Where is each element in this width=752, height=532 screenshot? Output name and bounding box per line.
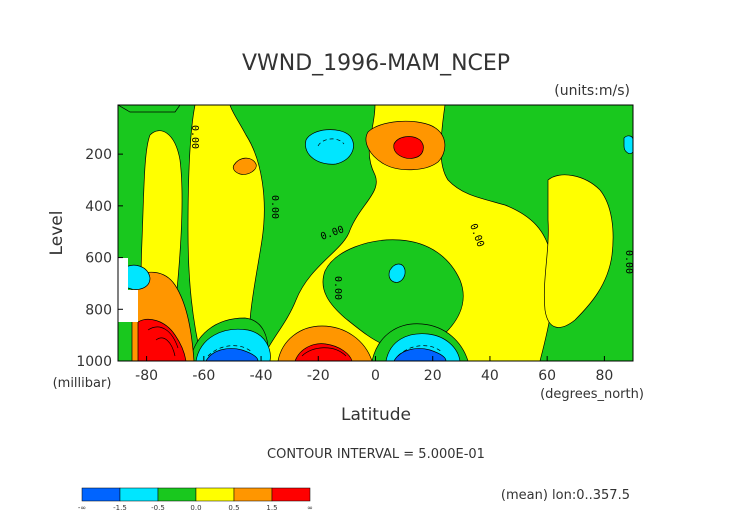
x-axis-units: (degrees_north) xyxy=(540,387,644,402)
plot-area xyxy=(118,105,633,361)
colorbar-swatch xyxy=(233,487,273,502)
units-label: (units:m/s) xyxy=(554,83,630,99)
colorbar-label: -0.5 xyxy=(151,504,165,512)
y-tick-label: 1000 xyxy=(76,354,112,370)
colorbar-label: -1.5 xyxy=(113,504,127,512)
red-region-top xyxy=(393,136,424,159)
x-tick-label: 20 xyxy=(424,368,442,384)
colorbar-swatch xyxy=(119,487,159,502)
colorbar-label: ∞ xyxy=(307,504,313,512)
cyan-region-mid xyxy=(388,263,406,283)
contour-label: 0.00 xyxy=(269,195,280,219)
y-axis: 200 400 600 800 1000 xyxy=(76,147,123,370)
y-tick-label: 200 xyxy=(85,147,112,163)
dashed-contour-2 xyxy=(207,345,253,357)
dashed-contour-1 xyxy=(317,138,345,147)
orange-region-small xyxy=(232,157,257,175)
colorbar-label: -∞ xyxy=(78,504,86,512)
footnote: (mean) lon:0..357.5 xyxy=(501,488,630,503)
x-tick-label: -80 xyxy=(135,368,158,384)
y-tick-label: 400 xyxy=(85,199,112,215)
colorbar-label: 0.5 xyxy=(228,504,239,512)
contour-label: 0.00 xyxy=(332,276,343,300)
x-tick-label: 40 xyxy=(481,368,499,384)
x-tick-label: 60 xyxy=(538,368,556,384)
cyan-region-top xyxy=(305,129,354,165)
chart-title: VWND_1996-MAM_NCEP xyxy=(242,51,510,76)
y-axis-label: Level xyxy=(47,211,67,256)
yellow-island-east xyxy=(544,174,614,328)
colorbar-swatch xyxy=(81,487,121,502)
red-region-southwest xyxy=(137,319,187,361)
contour-label: 0.00 xyxy=(189,125,200,149)
masked-region xyxy=(118,258,138,322)
green-region-central xyxy=(229,105,377,361)
solid-contour-3 xyxy=(301,347,347,357)
colorbar-label: 1.5 xyxy=(266,504,277,512)
red-region-bottom-center xyxy=(294,343,353,361)
colorbar-swatch xyxy=(271,487,311,502)
cyan-region-east-edge xyxy=(623,135,633,154)
contour-label: 0.00 xyxy=(623,250,634,274)
x-tick-label: 0 xyxy=(371,368,380,384)
solid-contour-1 xyxy=(147,326,179,349)
x-axis: -80 -60 -40 -20 0 20 40 60 80 xyxy=(135,356,613,384)
colorbar-swatch xyxy=(195,487,235,502)
solid-contour-2 xyxy=(155,337,176,357)
contour-interval: CONTOUR INTERVAL = 5.000E-01 xyxy=(267,447,485,462)
blue-region-bottom-left xyxy=(205,348,259,361)
colorbar: -∞ -1.5 -0.5 0.0 0.5 1.5 ∞ xyxy=(78,487,313,512)
dashed-contour-3 xyxy=(397,345,443,357)
y-axis-units: (millibar) xyxy=(53,376,112,391)
colorbar-swatch xyxy=(157,487,197,502)
x-axis-label: Latitude xyxy=(341,405,411,425)
green-region-top-left xyxy=(118,105,181,113)
y-tick-label: 600 xyxy=(85,251,112,267)
x-tick-label: -40 xyxy=(250,368,273,384)
x-tick-label: -20 xyxy=(307,368,330,384)
y-tick-label: 800 xyxy=(85,302,112,318)
x-tick-label: -60 xyxy=(192,368,215,384)
colorbar-label: 0.0 xyxy=(190,504,201,512)
x-tick-label: 80 xyxy=(595,368,613,384)
